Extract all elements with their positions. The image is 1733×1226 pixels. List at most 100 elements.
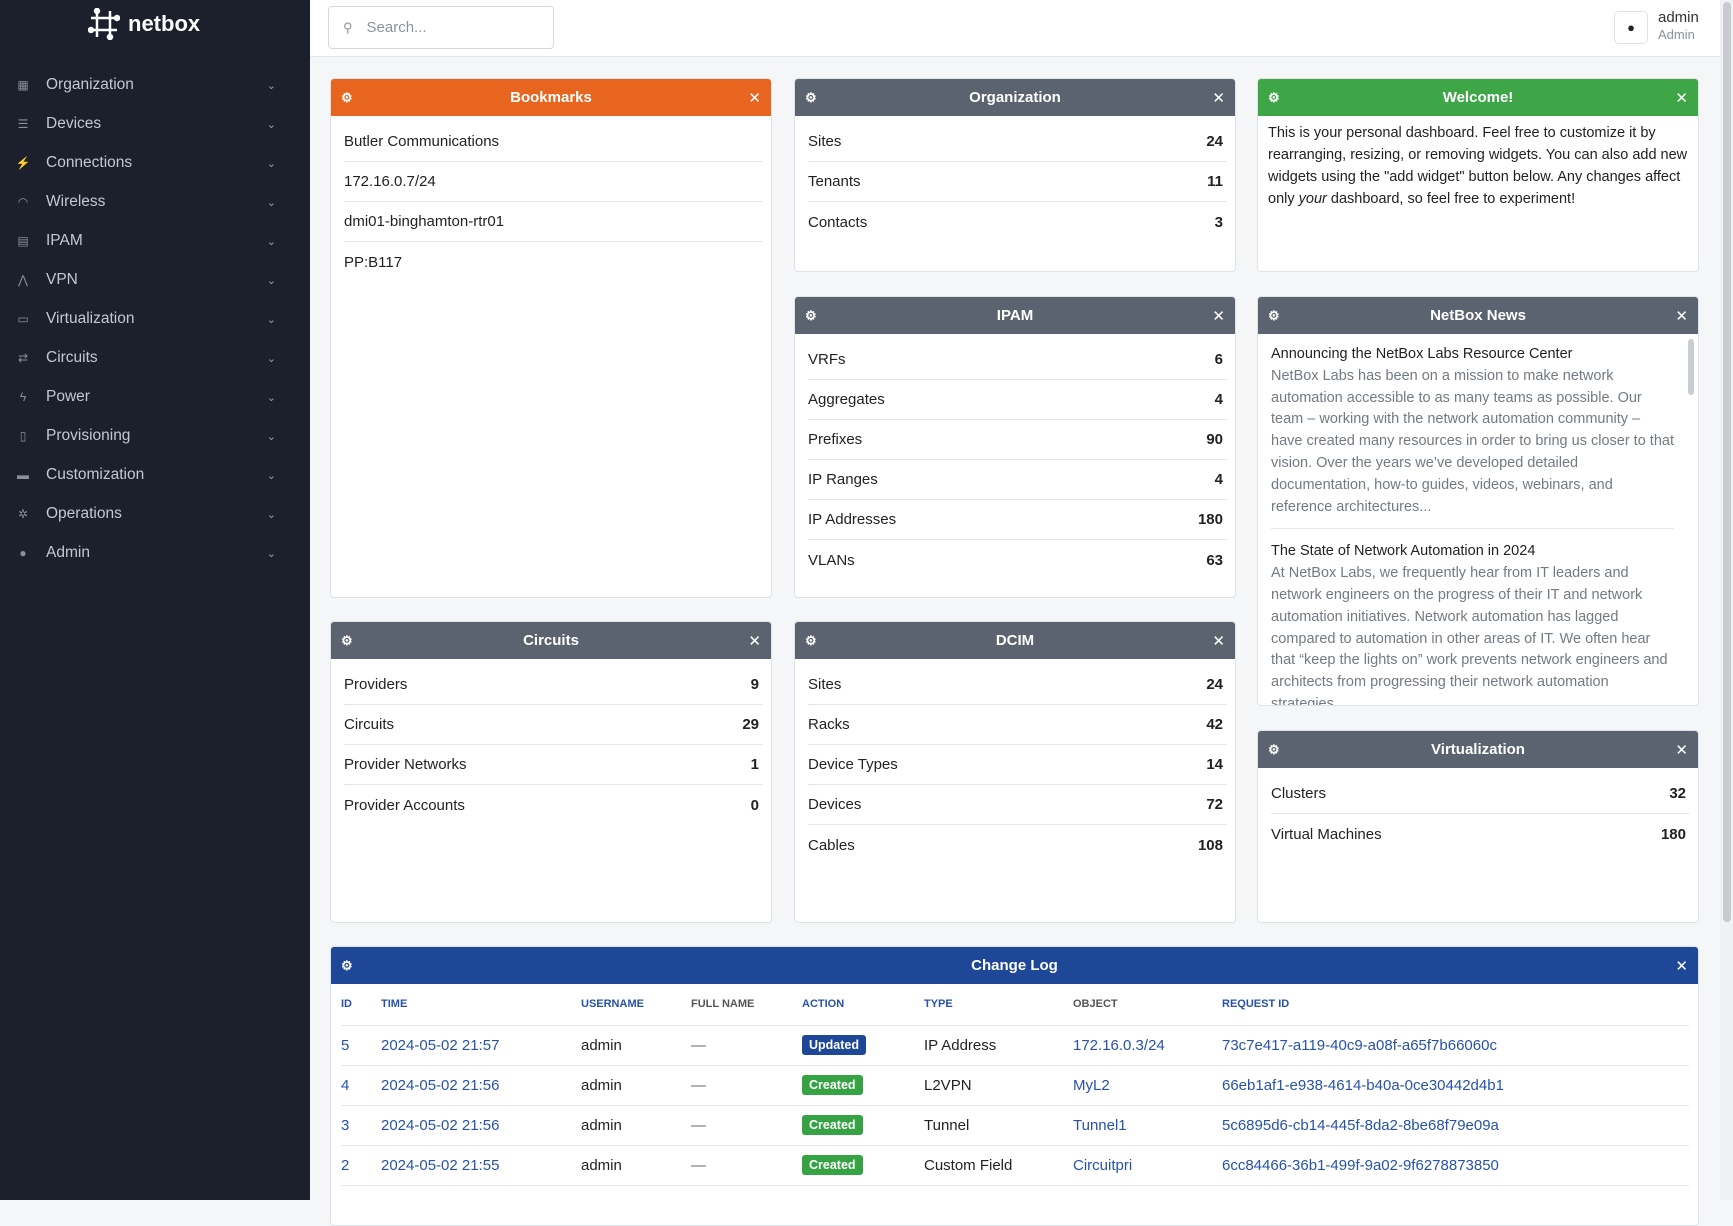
stat-row[interactable]: Clusters 32 — [1271, 774, 1690, 814]
netbox-logo[interactable]: netbox — [88, 8, 200, 40]
column-header[interactable]: ACTION — [802, 984, 924, 1026]
stat-row[interactable]: Sites 24 — [808, 122, 1227, 162]
stat-row[interactable]: Prefixes 90 — [808, 420, 1227, 460]
sidebar-item-wireless[interactable]: ◠ Wireless ⌄ — [0, 184, 300, 220]
close-icon[interactable]: ✕ — [1675, 957, 1688, 975]
stat-label[interactable]: Sites — [808, 133, 842, 150]
search-input[interactable]: ⚲ Search... — [328, 6, 554, 49]
stat-row[interactable]: Circuits 29 — [344, 705, 763, 745]
close-icon[interactable]: ✕ — [748, 89, 761, 107]
request_id-value[interactable]: 6cc84466-36b1-499f-9a02-9f6278873850 — [1222, 1156, 1499, 1174]
column-header[interactable]: ID — [341, 984, 381, 1026]
user-menu[interactable]: admin Admin — [1658, 9, 1699, 43]
sidebar-item-virtualization[interactable]: ▭ Virtualization ⌄ — [0, 301, 300, 337]
widget-header[interactable]: ⚙ Virtualization ✕ — [1258, 731, 1698, 768]
stat-row[interactable]: Provider Accounts 0 — [344, 785, 763, 825]
sidebar-item-power[interactable]: ϟ Power ⌄ — [0, 379, 300, 415]
gear-icon[interactable]: ⚙ — [341, 632, 353, 648]
stat-row[interactable]: Racks 42 — [808, 705, 1227, 745]
object-value[interactable]: Tunnel1 — [1073, 1116, 1127, 1134]
stat-label[interactable]: Aggregates — [808, 391, 885, 408]
column-header[interactable]: TYPE — [924, 984, 1073, 1026]
column-header[interactable]: REQUEST ID — [1222, 984, 1689, 1026]
stat-row[interactable]: Sites 24 — [808, 665, 1227, 705]
stat-row[interactable]: Providers 9 — [344, 665, 763, 705]
stat-label[interactable]: VRFs — [808, 351, 846, 368]
stat-label[interactable]: Prefixes — [808, 431, 863, 448]
widget-header[interactable]: ⚙ NetBox News ✕ — [1258, 297, 1698, 334]
stat-label[interactable]: Sites — [808, 676, 842, 693]
stat-label[interactable]: Clusters — [1271, 785, 1327, 802]
stat-row[interactable]: IP Ranges 4 — [808, 460, 1227, 500]
stat-label[interactable]: Provider Networks — [344, 756, 467, 773]
gear-icon[interactable]: ⚙ — [805, 89, 817, 105]
stat-row[interactable]: Contacts 3 — [808, 202, 1227, 242]
stat-label[interactable]: Virtual Machines — [1271, 825, 1382, 843]
object-value[interactable]: 172.16.0.3/24 — [1073, 1036, 1165, 1054]
request_id-value[interactable]: 73c7e417-a119-40c9-a08f-a65f7b66060c — [1222, 1036, 1497, 1054]
widget-header[interactable]: ⚙ Circuits ✕ — [331, 622, 771, 659]
sidebar-item-organization[interactable]: ▦ Organization ⌄ — [0, 67, 300, 103]
time-value[interactable]: 2024-05-02 21:57 — [381, 1036, 500, 1054]
close-icon[interactable]: ✕ — [1212, 89, 1225, 107]
news-scrollbar[interactable] — [1688, 339, 1694, 395]
id-value[interactable]: 3 — [341, 1116, 350, 1134]
page-scrollbar[interactable] — [1720, 0, 1733, 1200]
sidebar-item-ipam[interactable]: ▤ IPAM ⌄ — [0, 223, 300, 259]
time-value[interactable]: 2024-05-02 21:56 — [381, 1076, 500, 1094]
stat-row[interactable]: Devices 72 — [808, 785, 1227, 825]
gear-icon[interactable]: ⚙ — [1268, 741, 1280, 757]
time-value[interactable]: 2024-05-02 21:55 — [381, 1156, 500, 1174]
id-value[interactable]: 5 — [341, 1036, 350, 1054]
close-icon[interactable]: ✕ — [748, 632, 761, 650]
column-header[interactable]: USERNAME — [581, 984, 691, 1026]
widget-header[interactable]: ⚙ Welcome! ✕ — [1258, 79, 1698, 116]
stat-row[interactable]: VLANs 63 — [808, 540, 1227, 580]
stat-label[interactable]: Contacts — [808, 213, 868, 231]
gear-icon[interactable]: ⚙ — [805, 307, 817, 323]
bookmark-item[interactable]: 172.16.0.7/24 — [344, 162, 763, 202]
stat-label[interactable]: IP Addresses — [808, 511, 897, 528]
sidebar-item-circuits[interactable]: ⇄ Circuits ⌄ — [0, 340, 300, 376]
stat-label[interactable]: IP Ranges — [808, 471, 878, 488]
sidebar-item-provisioning[interactable]: ▯ Provisioning ⌄ — [0, 418, 300, 454]
bookmark-link[interactable]: Butler Communications — [344, 133, 500, 150]
gear-icon[interactable]: ⚙ — [341, 89, 353, 105]
stat-label[interactable]: Racks — [808, 716, 850, 733]
stat-row[interactable]: Cables 108 — [808, 825, 1227, 865]
news-title[interactable]: Announcing the NetBox Labs Resource Cent… — [1271, 346, 1573, 362]
close-icon[interactable]: ✕ — [1212, 632, 1225, 650]
close-icon[interactable]: ✕ — [1675, 307, 1688, 325]
widget-header[interactable]: ⚙ Change Log ✕ — [331, 947, 1698, 984]
stat-row[interactable]: Aggregates 4 — [808, 380, 1227, 420]
widget-header[interactable]: ⚙ Organization ✕ — [795, 79, 1235, 116]
bookmark-link[interactable]: PP:B117 — [344, 253, 403, 271]
column-header[interactable]: TIME — [381, 984, 581, 1026]
close-icon[interactable]: ✕ — [1675, 741, 1688, 759]
widget-header[interactable]: ⚙ IPAM ✕ — [795, 297, 1235, 334]
stat-row[interactable]: Virtual Machines 180 — [1271, 814, 1690, 854]
stat-label[interactable]: Cables — [808, 836, 855, 854]
stat-label[interactable]: Tenants — [808, 173, 861, 190]
gear-icon[interactable]: ⚙ — [341, 957, 353, 973]
stat-row[interactable]: VRFs 6 — [808, 340, 1227, 380]
news-title[interactable]: The State of Network Automation in 2024 — [1271, 543, 1536, 560]
stat-label[interactable]: Circuits — [344, 716, 395, 733]
request_id-value[interactable]: 66eb1af1-e938-4614-b40a-0ce30442d4b1 — [1222, 1076, 1504, 1094]
object-value[interactable]: MyL2 — [1073, 1076, 1110, 1094]
close-icon[interactable]: ✕ — [1675, 89, 1688, 107]
widget-header[interactable]: ⚙ DCIM ✕ — [795, 622, 1235, 659]
stat-label[interactable]: Providers — [344, 676, 408, 693]
news-item[interactable]: Announcing the NetBox Labs Resource Cent… — [1271, 342, 1674, 530]
theme-toggle-button[interactable]: ● — [1614, 11, 1648, 44]
sidebar-item-operations[interactable]: ✲ Operations ⌄ — [0, 496, 300, 532]
news-item[interactable]: The State of Network Automation in 2024 A… — [1271, 539, 1674, 705]
gear-icon[interactable]: ⚙ — [1268, 307, 1280, 323]
sidebar-item-devices[interactable]: ☰ Devices ⌄ — [0, 106, 300, 142]
object-value[interactable]: Circuitpri — [1073, 1156, 1133, 1174]
stat-label[interactable]: VLANs — [808, 551, 855, 569]
stat-row[interactable]: IP Addresses 180 — [808, 500, 1227, 540]
close-icon[interactable]: ✕ — [1212, 307, 1225, 325]
widget-header[interactable]: ⚙ Bookmarks ✕ — [331, 79, 771, 116]
id-value[interactable]: 4 — [341, 1076, 350, 1094]
